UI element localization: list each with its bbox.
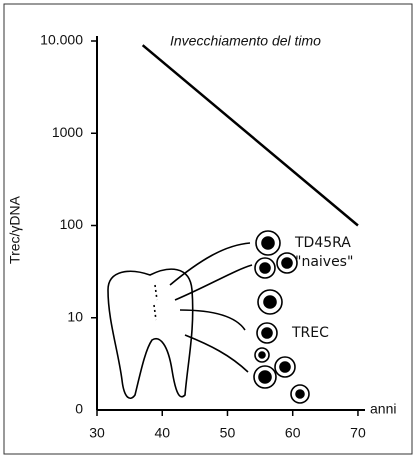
y-tick-label: 1000 [52,124,83,140]
y-label: Trec/γDNA [7,195,23,264]
annotation: TREC [291,325,329,341]
chart-title: Invecchiamento del timo [170,33,321,49]
annotation: "naives" [295,254,353,270]
chart: Invecchiamento del timo Trec/γDNA anni T… [0,0,417,459]
x-label: anni [370,401,396,417]
y-tick-label: 100 [60,216,84,232]
x-tick-label: 70 [350,425,366,441]
x-tick-label: 40 [154,425,170,441]
x-tick-label: 60 [285,425,301,441]
y-tick-label: 0 [75,401,83,417]
x-tick-label: 50 [220,425,236,441]
y-tick-label: 10 [67,308,83,324]
y-tick-label: 10.000 [40,32,83,48]
page: Invecchiamento del timo Trec/γDNA anni T… [0,0,417,459]
annotation: TD45RA [294,235,351,251]
tooth-illustration [108,243,252,398]
trend-line [143,45,358,225]
x-tick-label: 30 [89,425,105,441]
